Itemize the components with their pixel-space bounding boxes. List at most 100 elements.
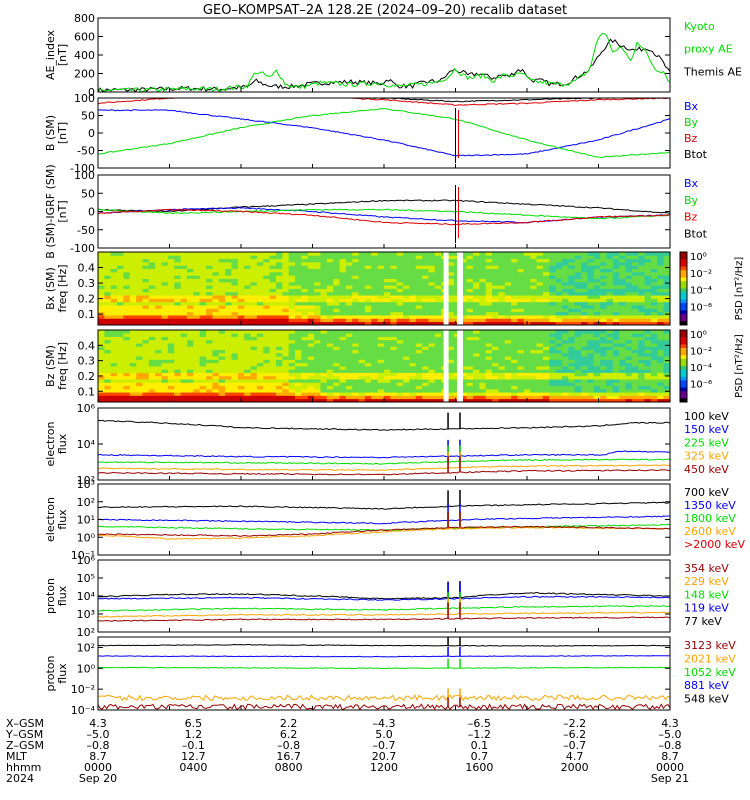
colorbar-segment xyxy=(680,259,687,264)
spectrogram-cell xyxy=(98,379,105,383)
spectrogram-cell xyxy=(472,330,480,334)
spectrogram-cell xyxy=(517,385,525,390)
spectrogram-cell xyxy=(364,388,372,393)
spectrogram-cell xyxy=(561,369,569,373)
spectrogram-cell xyxy=(434,268,442,273)
y-tick-label: 10⁴ xyxy=(77,590,96,603)
spectrogram-cell xyxy=(110,298,118,303)
spectrogram-cell xyxy=(98,382,105,387)
spectrogram-cell xyxy=(110,278,118,283)
spectrogram-cell xyxy=(517,333,525,337)
spectrogram-cell xyxy=(180,395,188,400)
spectrogram-cell xyxy=(174,321,182,326)
spectrogram-cell xyxy=(288,255,296,260)
spectrogram-cell xyxy=(193,271,201,276)
spectrogram-cell xyxy=(638,305,645,309)
spectrogram-cell xyxy=(326,308,334,313)
spectrogram-cell xyxy=(250,379,258,383)
spectrogram-cell xyxy=(358,352,366,357)
spectrogram-cell xyxy=(428,382,436,387)
spectrogram-cell xyxy=(364,333,372,337)
spectrogram-cell xyxy=(549,369,556,373)
spectrogram-cell xyxy=(320,362,328,367)
spectrogram-cell xyxy=(574,388,582,393)
spectrogram-cell xyxy=(523,298,531,303)
spectrogram-cell xyxy=(320,278,328,283)
spectrogram-cell xyxy=(282,343,290,347)
spectrogram-cell xyxy=(619,356,626,360)
ephemeris-value: –2.2 xyxy=(563,717,586,730)
spectrogram-cell xyxy=(339,356,347,360)
spectrogram-cell xyxy=(301,255,309,260)
spectrogram-cell xyxy=(612,258,620,263)
spectrogram-cell xyxy=(422,252,429,256)
spectrogram-cell xyxy=(275,301,283,306)
spectrogram-cell xyxy=(403,369,410,373)
spectrogram-cell xyxy=(600,359,607,364)
spectrogram-cell xyxy=(631,346,639,351)
legend-label-e2: >2000 keV xyxy=(684,538,745,551)
spectrogram-cell xyxy=(256,271,264,276)
spectrogram-cell xyxy=(186,349,194,354)
spectrogram-cell xyxy=(123,315,131,319)
spectrogram-specx xyxy=(98,252,671,326)
spectrogram-cell xyxy=(364,349,372,354)
spectrogram-cell xyxy=(333,369,340,373)
spectrogram-cell xyxy=(631,301,639,306)
spectrogram-cell xyxy=(225,288,232,293)
spectrogram-cell xyxy=(123,362,131,367)
spectrogram-cell xyxy=(466,336,474,341)
legend-label-ae: Themis AE xyxy=(683,65,742,78)
spectrogram-cell xyxy=(409,346,417,351)
spectrogram-cell xyxy=(206,311,213,316)
spectrogram-cell xyxy=(638,352,645,357)
spectrogram-cell xyxy=(288,333,296,337)
spectrogram-cell xyxy=(377,343,385,347)
spectrogram-cell xyxy=(206,275,213,279)
spectrogram-cell xyxy=(358,291,366,296)
spectrogram-cell xyxy=(104,395,112,400)
spectrogram-cell xyxy=(288,315,296,319)
spectrogram-cell xyxy=(523,385,531,390)
spectrogram-cell xyxy=(364,346,372,351)
spectrogram-cell xyxy=(568,301,576,306)
spectrogram-cell xyxy=(384,288,391,293)
spectrogram-cell xyxy=(117,308,124,313)
spectrogram-cell xyxy=(123,366,131,370)
spectrogram-cell xyxy=(561,385,569,390)
spectrogram-cell xyxy=(186,318,194,323)
spectrogram-cell xyxy=(288,271,296,276)
spectrogram-cell xyxy=(447,275,455,279)
spectrogram-cell xyxy=(415,295,423,299)
spectrogram-cell xyxy=(650,318,658,323)
spectrogram-cell xyxy=(136,255,143,260)
series-line-bsm-3 xyxy=(97,108,671,159)
spectrogram-cell xyxy=(498,392,506,396)
spectrogram-cell xyxy=(110,336,118,341)
spectrogram-cell xyxy=(530,265,537,269)
spectrogram-cell xyxy=(218,315,226,319)
spectrogram-cell xyxy=(206,372,213,377)
spectrogram-cell xyxy=(129,372,137,377)
spectrogram-cell xyxy=(606,356,614,360)
spectrogram-cell xyxy=(117,330,124,334)
spectrogram-cell xyxy=(574,369,582,373)
spectrogram-cell xyxy=(186,291,194,296)
spectrogram-cell xyxy=(110,366,118,370)
spectrogram-cell xyxy=(574,268,582,273)
spectrogram-cell xyxy=(148,318,156,323)
spectrogram-cell xyxy=(396,255,404,260)
spectrogram-cell xyxy=(352,295,359,299)
spectrogram-cell xyxy=(390,372,398,377)
spectrogram-cell xyxy=(377,285,385,289)
spectrogram-cell xyxy=(358,395,366,400)
spectrogram-cell xyxy=(206,285,213,289)
colorbar-tick-label: 10⁰ xyxy=(690,330,707,341)
spectrogram-cell xyxy=(358,382,366,387)
spectrogram-cell xyxy=(549,308,556,313)
spectrogram-cell xyxy=(396,258,404,263)
spectrogram-cell xyxy=(123,275,131,279)
spectrogram-cell xyxy=(644,343,652,347)
y-tick-label: 0.3 xyxy=(78,355,96,368)
spectrogram-cell xyxy=(511,255,518,260)
